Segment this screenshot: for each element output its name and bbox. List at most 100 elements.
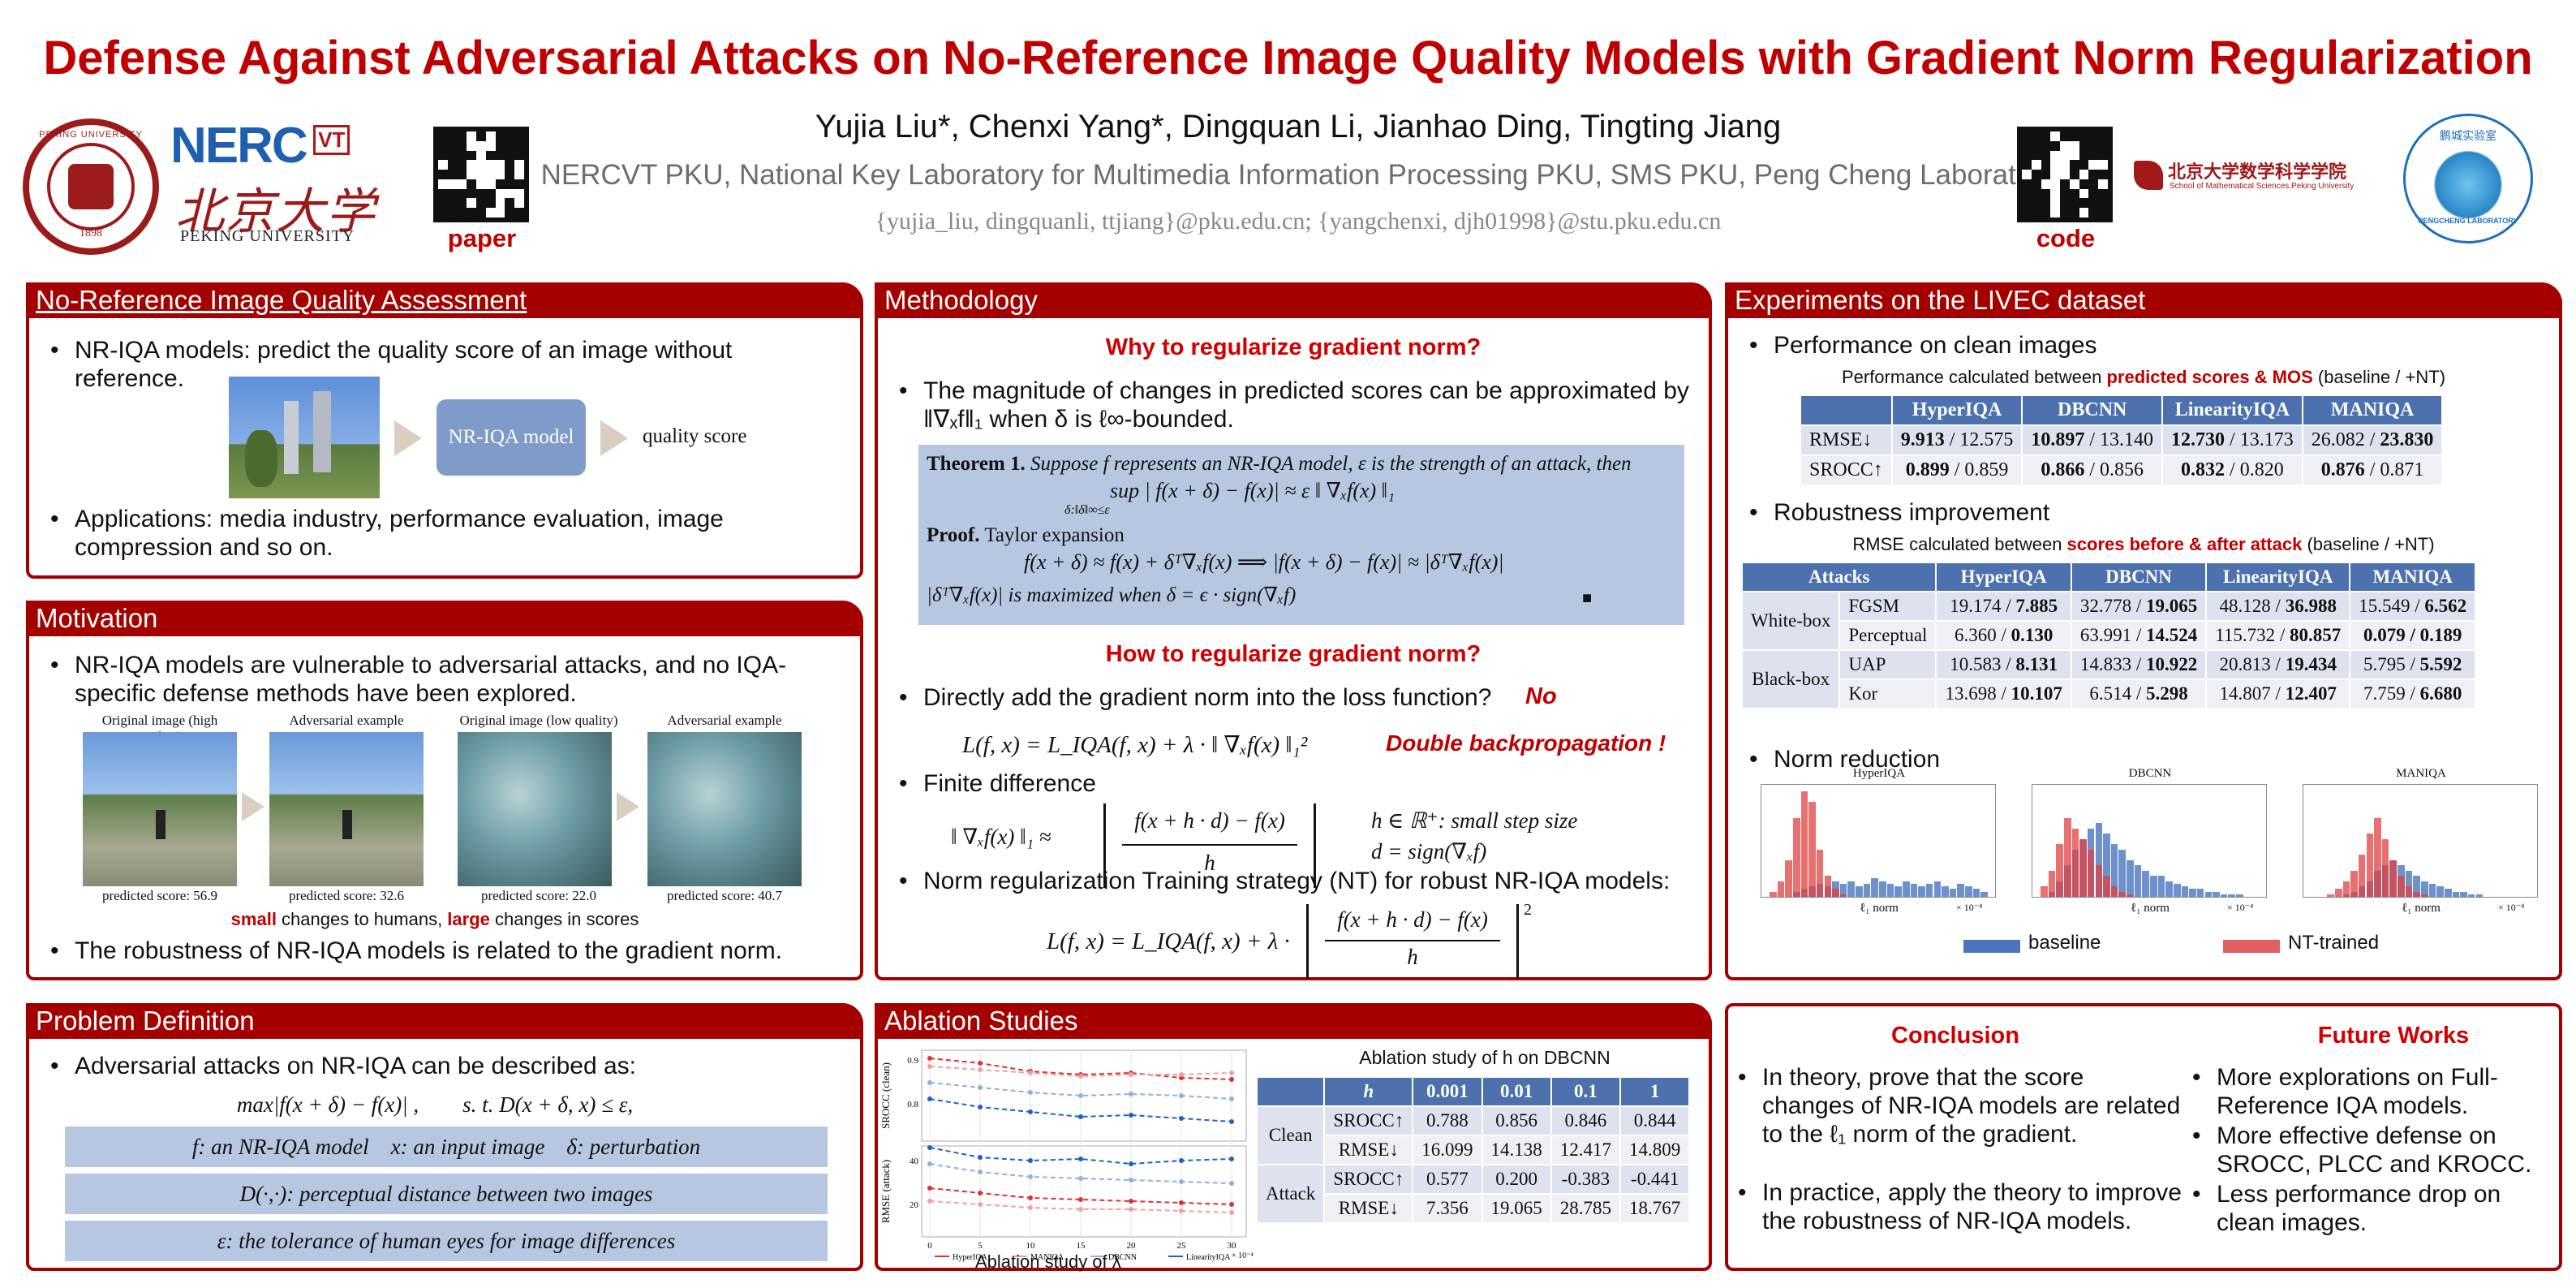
histogram-xlabel: ℓ₁ norm: [2402, 902, 2441, 915]
qr-module: [438, 131, 448, 141]
cell: 0.200: [1481, 1164, 1552, 1195]
bar-nt: [2342, 881, 2350, 897]
qr-module: [2060, 140, 2070, 151]
park-photo-adversarial: [269, 732, 424, 886]
qr-module: [2041, 179, 2051, 189]
motivation-bullet-1: NR-IQA models are vulnerable to adversar…: [41, 651, 844, 708]
fd-fraction: f(x + h · d) − f(x) h: [1103, 803, 1316, 888]
qr-module: [457, 160, 467, 170]
pku-english: PEKING UNIVERSITY: [180, 227, 355, 245]
series-point: [1078, 1197, 1083, 1202]
bar-nt: [2041, 886, 2048, 897]
qr-module: [2031, 170, 2041, 179]
bar-baseline: [1910, 883, 1918, 897]
qr-module: [485, 140, 496, 151]
score-4: predicted score: 40.7: [666, 888, 783, 903]
series-point: [1078, 1093, 1083, 1098]
qr-module: [2069, 179, 2079, 189]
series-point: [927, 1064, 932, 1069]
series-point: [927, 1186, 932, 1191]
qr-module: [485, 188, 496, 199]
series-point: [1129, 1161, 1133, 1166]
cell: 5.795 / 5.592: [2349, 649, 2477, 680]
cell: 0.866 / 0.856: [2021, 454, 2164, 486]
histogram-scale: × 10⁻⁴: [1956, 902, 1983, 913]
cell: 48.128 / 36.988: [2205, 591, 2351, 622]
sms-en: School of Mathematical Sciences,Peking U…: [2170, 182, 2355, 191]
exp-bullet-3: Norm reduction: [1740, 745, 2470, 773]
legend-swatch-nt: [2223, 940, 2280, 953]
method-bullet-4: Norm regularization Training strategy (N…: [889, 867, 1701, 895]
histogram-title: DBCNN: [2128, 767, 2172, 780]
bar-baseline: [2181, 886, 2189, 897]
qr-module: [467, 198, 477, 209]
xtick: 20: [1127, 1241, 1137, 1251]
paper-label[interactable]: paper: [447, 224, 517, 252]
bar-nt: [1808, 802, 1816, 897]
series-point: [1028, 1174, 1033, 1179]
note-small: small: [230, 909, 277, 929]
bar-nt: [2079, 838, 2087, 897]
bar-baseline: [2444, 889, 2452, 897]
theorem-label: Theorem 1.: [927, 453, 1026, 475]
bar-nt: [2048, 870, 2056, 897]
bar-baseline: [1856, 886, 1863, 897]
ytick-top-1: 0.8: [907, 1100, 918, 1109]
qr-module: [514, 160, 524, 170]
model-head: LinearityIQA: [2205, 562, 2351, 592]
qr-module: [495, 160, 505, 170]
code-label[interactable]: code: [2036, 224, 2096, 252]
pku-calligraphy: 北京大学: [175, 183, 376, 240]
cell: 0.079 / 0.189: [2349, 620, 2477, 651]
series-point: [1078, 1114, 1083, 1119]
theorem-box: Theorem 1. Suppose f represents an NR-IQ…: [918, 445, 1684, 625]
bar-baseline: [2421, 881, 2428, 897]
qr-module: [495, 131, 505, 141]
theorem-sub: δ:‖δ‖∞≤ε: [1064, 503, 1110, 517]
qr-module: [2098, 131, 2108, 141]
qr-module: [447, 160, 458, 170]
bar-baseline: [2142, 870, 2149, 897]
qr-module: [2079, 170, 2089, 179]
qr-module: [2050, 150, 2061, 161]
h-val: 0.01: [1481, 1076, 1552, 1107]
ytick-bot-1: 20: [910, 1200, 919, 1210]
bar-nt: [2327, 894, 2334, 897]
qr-module: [2069, 188, 2079, 199]
attacks-head: Attacks: [1740, 562, 1937, 592]
qr-module: [2088, 188, 2099, 199]
conclusion-title: Conclusion: [1891, 1023, 2019, 1049]
qr-module: [495, 140, 505, 151]
qr-module: [447, 198, 458, 209]
qr-module: [476, 188, 486, 199]
bar-nt: [1792, 817, 1800, 897]
qr-module: [467, 188, 477, 199]
qr-module: [457, 198, 467, 209]
qr-module: [2060, 160, 2070, 170]
quality-score-label: quality score: [643, 425, 747, 447]
qr-module: [505, 208, 515, 218]
affiliations: NERCVT PKU, National Key Laboratory for …: [540, 159, 2056, 191]
series-point: [1179, 1200, 1184, 1205]
problem-equation: max|f(x + δ) − f(x)| , s. t. D(x + δ, x)…: [236, 1092, 634, 1117]
qr-module: [476, 140, 486, 151]
cell: 32.778 / 19.065: [2070, 591, 2208, 622]
qr-module: [505, 140, 515, 151]
attack: UAP: [1838, 649, 1937, 680]
qr-module: [476, 208, 486, 218]
note-large: large: [447, 909, 490, 929]
series-point: [1229, 1096, 1234, 1101]
code-qr-code[interactable]: [2017, 127, 2113, 222]
bar-baseline: [1933, 881, 1942, 897]
future-bullet-3: Less performance drop on clean images.: [2183, 1180, 2539, 1237]
future-title: Future Works: [2317, 1023, 2470, 1049]
pcl-logo: 鹏城实验室 PENGCHENG LABORATORY: [2403, 114, 2533, 243]
qr-module: [447, 188, 458, 199]
cell: 16.099: [1412, 1135, 1483, 1165]
bar-baseline: [2134, 865, 2142, 897]
paper-qr-code[interactable]: [433, 127, 529, 222]
qr-module: [2079, 140, 2089, 151]
methodology-title: Methodology: [875, 282, 1712, 318]
sms-cn: 北京大学数学科学学院: [2168, 162, 2347, 182]
qr-module: [505, 150, 515, 161]
